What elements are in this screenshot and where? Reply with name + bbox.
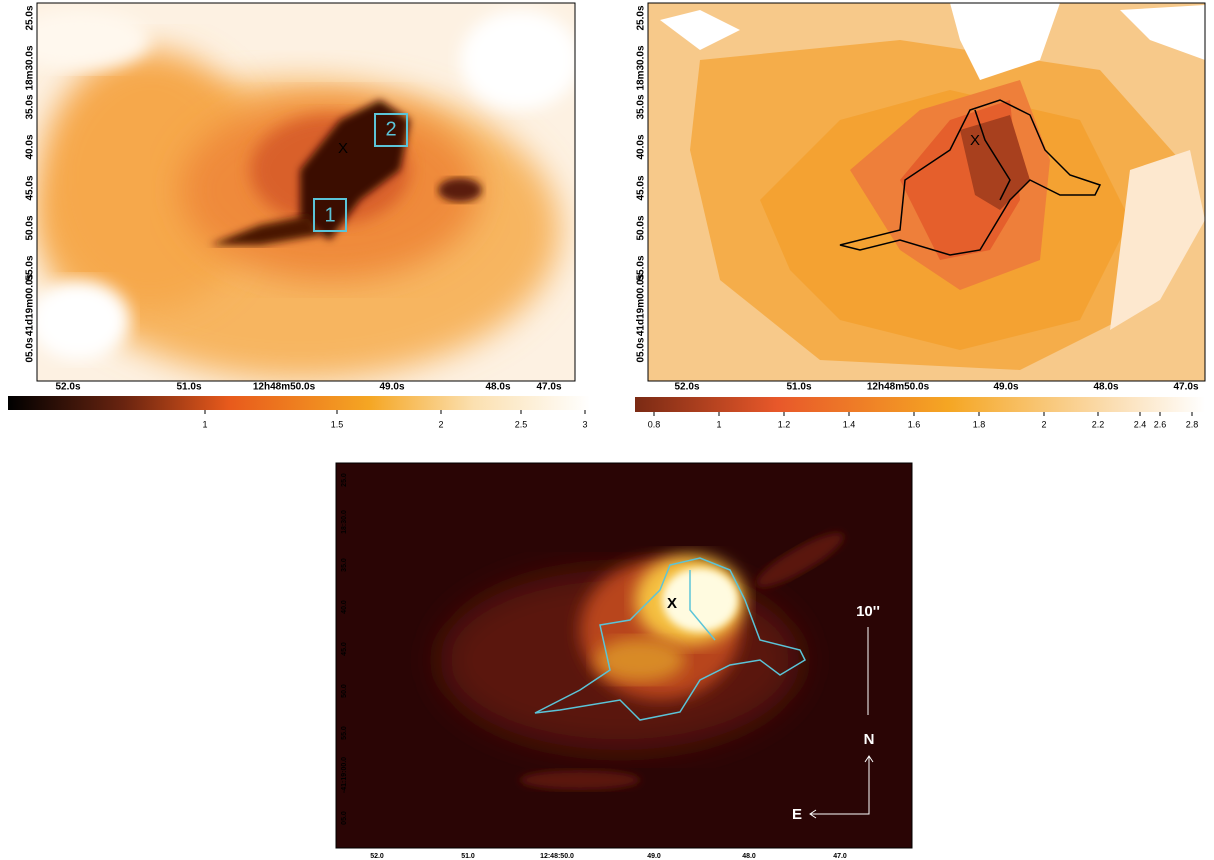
x-tick-label: 51.0 [461, 853, 475, 860]
colorbar-tick-label: 2.5 [515, 419, 528, 429]
region-label: 1 [324, 204, 335, 226]
x-tick-label: 51.0s [786, 382, 811, 393]
y-tick-label: 50.0s [25, 215, 36, 240]
colorbar [635, 397, 1205, 412]
compass-arrows [809, 755, 874, 819]
x-tick-label: 47.0 [833, 853, 847, 860]
y-tick-label: 18m30.0s [636, 45, 647, 90]
y-tick-label: 55.0 [341, 726, 348, 740]
y-tick-label: -41:19:00.0 [341, 757, 348, 793]
marker: X [970, 132, 980, 149]
y-tick-label: 41d19m00.0s [25, 273, 36, 336]
colorbar [8, 396, 590, 410]
colorbar-tick-label: 2.2 [1092, 419, 1105, 429]
x-tick-label: 49.0 [647, 853, 661, 860]
y-tick-label: 05.0s [25, 337, 36, 362]
x-tick-label: 52.0s [674, 382, 699, 393]
x-tick-label: 48.0s [485, 382, 510, 393]
y-tick-label: 40.0s [25, 134, 36, 159]
colorbar-tick-label: 2 [1041, 419, 1046, 429]
y-tick-label: 41d19m00.0s [636, 273, 647, 336]
colorbar-tick-label: 1.2 [778, 419, 791, 429]
y-tick-label: 50.0 [341, 684, 348, 698]
colorbar-tick-label: 2 [438, 419, 443, 429]
y-tick-label: 25.0s [636, 5, 647, 30]
colorbar-tick-label: 2.4 [1134, 419, 1147, 429]
colorbar-tick-label: 0.8 [648, 419, 661, 429]
x-tick-label: 52.0s [55, 382, 80, 393]
y-tick-label: 45.0 [341, 642, 348, 656]
y-tick-label: 25.0 [341, 473, 348, 487]
colorbar-tick-label: 2.8 [1186, 419, 1199, 429]
x-tick-label: 52.0 [370, 853, 384, 860]
y-tick-label: 35.0s [636, 94, 647, 119]
x-tick-label: 48.0s [1093, 382, 1118, 393]
y-tick-label: 35.0 [341, 558, 348, 572]
y-tick-label: 55.0s [636, 255, 647, 280]
colorbar-tick-label: 2.6 [1154, 419, 1167, 429]
colorbar-tick-label: 1.4 [843, 419, 856, 429]
x-tick-label: 51.0s [176, 382, 201, 393]
colorbar-tick-label: 3 [582, 419, 587, 429]
x-tick-label: 49.0s [993, 382, 1018, 393]
y-tick-label: 40.0s [636, 134, 647, 159]
colorbar-tick-label: 1.8 [973, 419, 986, 429]
compass-east: E [792, 806, 802, 823]
x-tick-label: 47.0s [1173, 382, 1198, 393]
marker: X [667, 595, 677, 612]
y-tick-label: 18:30.0 [341, 510, 348, 534]
image-1 [37, 3, 575, 381]
image-2 [648, 3, 1205, 381]
y-tick-label: 45.0s [636, 175, 647, 200]
compass-north: N [864, 731, 875, 748]
y-tick-label: 40.0 [341, 600, 348, 614]
x-tick-label: 47.0s [536, 382, 561, 393]
frame [647, 2, 1206, 382]
y-tick-label: 45.0s [25, 175, 36, 200]
frame [36, 2, 576, 382]
x-tick-label: 12h48m50.0s [867, 382, 930, 393]
image-3 [336, 463, 912, 848]
colorbar-tick-label: 1 [716, 419, 721, 429]
y-tick-label: 05.0s [636, 337, 647, 362]
frame [335, 462, 913, 849]
colorbar-tick-label: 1.6 [908, 419, 921, 429]
colorbar-tick-label: 1.5 [331, 419, 344, 429]
colorbar-tick-label: 1 [202, 419, 207, 429]
x-tick-label: 48.0 [742, 853, 756, 860]
region-label: 2 [385, 118, 396, 140]
x-tick-label: 49.0s [379, 382, 404, 393]
y-tick-label: 18m30.0s [25, 45, 36, 90]
y-tick-label: 25.0s [25, 5, 36, 30]
y-tick-label: 05.0 [341, 811, 348, 825]
x-tick-label: 12h48m50.0s [253, 382, 316, 393]
scale-bar-label: 10'' [856, 603, 880, 620]
y-tick-label: 35.0s [25, 94, 36, 119]
x-tick-label: 12:48:50.0 [540, 853, 574, 860]
y-tick-label: 55.0s [25, 255, 36, 280]
marker: X [338, 140, 348, 157]
y-tick-label: 50.0s [636, 215, 647, 240]
